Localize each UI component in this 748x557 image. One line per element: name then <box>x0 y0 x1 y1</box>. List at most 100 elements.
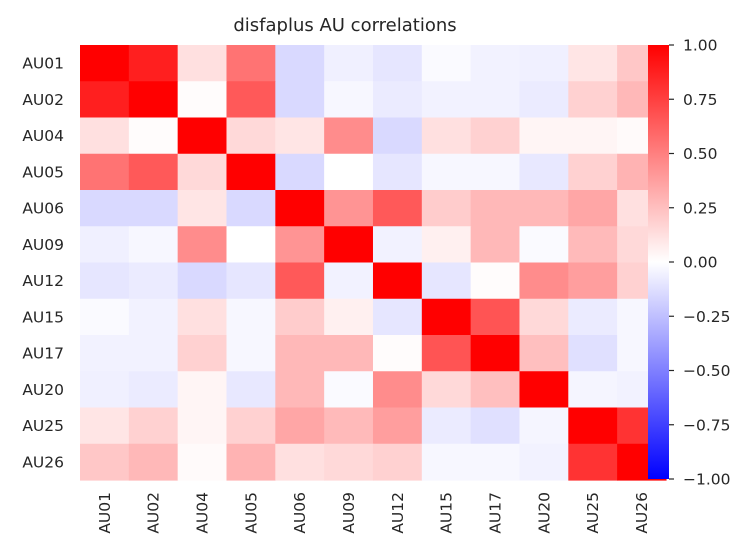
heatmap-cell-AU05-AU17 <box>470 153 521 191</box>
heatmap-cell-AU25-AU25 <box>568 407 618 445</box>
heatmap-cell-AU01-AU12 <box>372 45 423 82</box>
heatmap-cell-AU15-AU12 <box>372 298 423 336</box>
colorbar-gradient <box>648 45 669 479</box>
heatmap-cell-AU05-AU15 <box>421 153 472 191</box>
row-label-AU05: AU05 <box>22 163 64 181</box>
colorbar-tick-label: −1.00 <box>683 471 731 489</box>
column-label-AU05: AU05 <box>242 492 260 534</box>
heatmap-cell-AU04-AU02 <box>128 117 179 155</box>
heatmap-cell-AU09-AU04 <box>177 226 228 264</box>
heatmap-cell-AU25-AU02 <box>128 407 179 445</box>
heatmap-cell-AU05-AU06 <box>275 153 325 191</box>
heatmap-cell-AU05-AU09 <box>324 153 374 191</box>
heatmap-cell-AU25-AU17 <box>470 407 521 445</box>
heatmap-cell-AU12-AU20 <box>519 262 569 300</box>
column-label-AU15: AU15 <box>438 492 456 534</box>
heatmap-cell-AU26-AU15 <box>421 443 472 481</box>
row-label-AU26: AU26 <box>22 453 64 471</box>
heatmap-cell-AU04-AU12 <box>372 117 423 155</box>
heatmap-cell-AU06-AU06 <box>275 190 325 227</box>
heatmap-cell-AU25-AU01 <box>80 407 130 445</box>
heatmap-cell-AU06-AU02 <box>128 190 179 227</box>
heatmap-cell-AU17-AU20 <box>519 335 569 372</box>
heatmap-cell-AU20-AU01 <box>80 371 130 409</box>
heatmap-cell-AU15-AU06 <box>275 298 325 336</box>
heatmap-cell-AU09-AU09 <box>324 226 374 264</box>
row-label-AU02: AU02 <box>22 91 64 109</box>
heatmap-cell-AU02-AU01 <box>80 81 130 119</box>
heatmap-cell-AU15-AU09 <box>324 298 374 336</box>
heatmap-cell-AU17-AU04 <box>177 335 228 372</box>
column-label-AU20: AU20 <box>535 492 553 534</box>
heatmap-cell-AU20-AU17 <box>470 371 521 409</box>
heatmap-cell-AU04-AU06 <box>275 117 325 155</box>
heatmap-cell-AU02-AU25 <box>568 81 618 119</box>
heatmap-cell-AU01-AU15 <box>421 45 472 82</box>
column-label-AU12: AU12 <box>389 492 407 534</box>
colorbar-tick-label: 1.00 <box>683 37 718 55</box>
heatmap-cell-AU06-AU25 <box>568 190 618 227</box>
heatmap-cell-AU01-AU20 <box>519 45 569 82</box>
heatmap-cell-AU02-AU06 <box>275 81 325 119</box>
heatmap-cell-AU01-AU05 <box>226 45 276 82</box>
heatmap-cell-AU15-AU04 <box>177 298 228 336</box>
heatmap-cell-AU02-AU17 <box>470 81 521 119</box>
heatmap-cell-AU09-AU06 <box>275 226 325 264</box>
heatmap-cell-AU06-AU01 <box>80 190 130 227</box>
heatmap-cell-AU06-AU04 <box>177 190 228 227</box>
heatmap-cell-AU26-AU20 <box>519 443 569 481</box>
row-label-AU15: AU15 <box>22 308 64 326</box>
heatmap-cells <box>80 45 667 481</box>
row-label-AU06: AU06 <box>22 200 64 218</box>
heatmap-cell-AU05-AU01 <box>80 153 130 191</box>
heatmap-cell-AU26-AU12 <box>372 443 423 481</box>
heatmap-cell-AU06-AU15 <box>421 190 472 227</box>
heatmap-cell-AU09-AU05 <box>226 226 276 264</box>
heatmap-cell-AU12-AU04 <box>177 262 228 300</box>
heatmap-cell-AU09-AU02 <box>128 226 179 264</box>
heatmap-cell-AU15-AU02 <box>128 298 179 336</box>
heatmap-cell-AU01-AU25 <box>568 45 618 82</box>
heatmap-cell-AU25-AU06 <box>275 407 325 445</box>
heatmap-cell-AU12-AU06 <box>275 262 325 300</box>
heatmap-cell-AU17-AU25 <box>568 335 618 372</box>
heatmap-cell-AU09-AU15 <box>421 226 472 264</box>
heatmap-cell-AU17-AU09 <box>324 335 374 372</box>
colorbar-tick-label: 0.75 <box>683 91 718 109</box>
heatmap-cell-AU02-AU05 <box>226 81 276 119</box>
heatmap-cell-AU04-AU15 <box>421 117 472 155</box>
colorbar-tick-label: −0.50 <box>683 362 731 380</box>
heatmap-cell-AU26-AU17 <box>470 443 521 481</box>
heatmap-cell-AU17-AU02 <box>128 335 179 372</box>
heatmap-cell-AU05-AU20 <box>519 153 569 191</box>
heatmap-cell-AU05-AU25 <box>568 153 618 191</box>
heatmap-cell-AU06-AU17 <box>470 190 521 227</box>
heatmap-cell-AU01-AU02 <box>128 45 179 82</box>
row-label-AU04: AU04 <box>22 127 64 145</box>
row-label-AU25: AU25 <box>22 417 64 435</box>
heatmap-cell-AU20-AU15 <box>421 371 472 409</box>
heatmap-cell-AU15-AU17 <box>470 298 521 336</box>
column-tick-labels: AU01 AU02 AU04 AU05 AU06 AU09 AU12 AU15 AU17 AU20… <box>96 492 651 534</box>
heatmap-cell-AU26-AU05 <box>226 443 276 481</box>
heatmap-cell-AU25-AU09 <box>324 407 374 445</box>
heatmap-cell-AU26-AU04 <box>177 443 228 481</box>
column-label-AU01: AU01 <box>96 492 114 534</box>
heatmap-cell-AU04-AU04 <box>177 117 228 155</box>
heatmap-cell-AU12-AU05 <box>226 262 276 300</box>
heatmap-cell-AU15-AU05 <box>226 298 276 336</box>
column-label-AU09: AU09 <box>340 492 358 534</box>
heatmap-cell-AU12-AU17 <box>470 262 521 300</box>
heatmap-cell-AU17-AU06 <box>275 335 325 372</box>
column-label-AU26: AU26 <box>633 492 651 534</box>
heatmap-cell-AU25-AU04 <box>177 407 228 445</box>
heatmap-cell-AU20-AU04 <box>177 371 228 409</box>
row-label-AU12: AU12 <box>22 272 64 290</box>
heatmap-cell-AU05-AU04 <box>177 153 228 191</box>
heatmap-cell-AU17-AU05 <box>226 335 276 372</box>
colorbar-ticks: 1.00 0.75 0.50 0.25 0.00 −0.25 −0.50 −0.75 −1.00 <box>669 37 731 489</box>
heatmap-cell-AU12-AU01 <box>80 262 130 300</box>
row-label-AU01: AU01 <box>22 55 64 73</box>
heatmap-cell-AU25-AU05 <box>226 407 276 445</box>
